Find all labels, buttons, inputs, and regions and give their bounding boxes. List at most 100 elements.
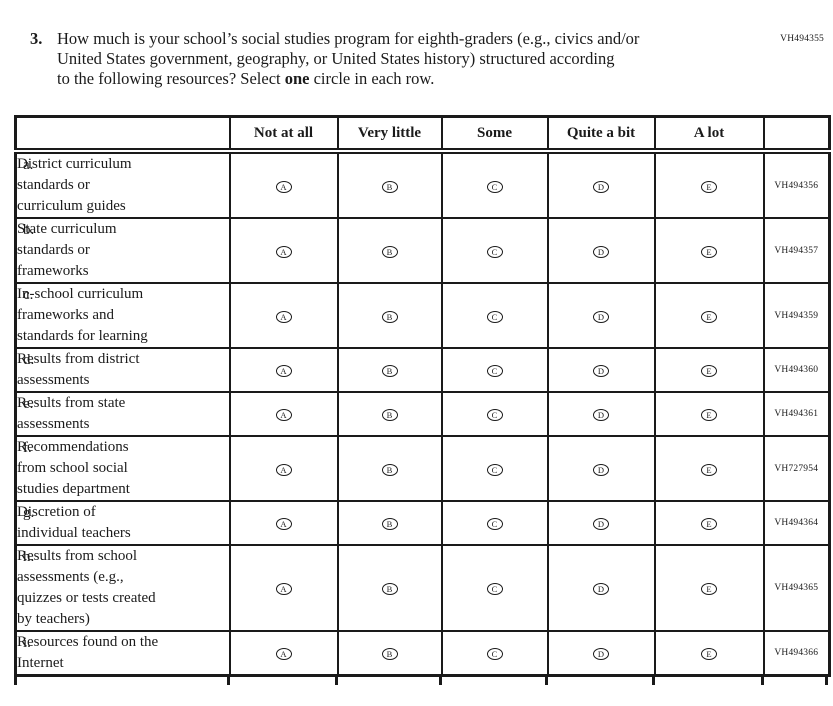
option-cell-4: D (546, 150, 656, 219)
option-cell-3: C (440, 391, 549, 437)
row-label-text: Results from school assessments (e.g., q… (17, 548, 156, 627)
form-code: VH494355 (780, 34, 824, 44)
option-circle-d[interactable]: D (593, 518, 609, 530)
table-row: c. In-school curriculum frameworks and s… (14, 282, 831, 349)
option-cell-2: B (336, 630, 443, 677)
option-circle-c[interactable]: C (486, 245, 503, 258)
option-circle-b[interactable]: B (381, 245, 398, 258)
table-bottom-stub (335, 677, 338, 685)
row-label: d. Results from district assessments (14, 347, 231, 393)
option-circle-b[interactable]: B (381, 648, 398, 660)
option-circle-e[interactable]: E (701, 245, 717, 258)
table-bottom-stub (545, 677, 548, 685)
corner-header-cell (14, 115, 231, 154)
option-cell-5: E (653, 630, 765, 677)
option-cell-3: C (440, 435, 549, 502)
option-circle-c[interactable]: C (486, 463, 503, 476)
table-bottom-stub (439, 677, 442, 685)
row-label: h. Results from school assessments (e.g.… (14, 544, 231, 632)
option-circle-c[interactable]: C (486, 409, 503, 421)
option-circle-a[interactable]: A (275, 365, 292, 377)
option-circle-a[interactable]: A (275, 583, 292, 595)
option-circle-d[interactable]: D (593, 409, 609, 421)
option-cell-1: A (228, 544, 339, 632)
table-bottom-stub (761, 677, 764, 685)
option-circle-b[interactable]: B (381, 518, 398, 530)
question-text-part2: circle in each row. (309, 69, 435, 88)
row-code: VH494364 (762, 500, 831, 546)
option-cell-2: B (336, 150, 443, 219)
option-circle-c[interactable]: C (486, 310, 503, 323)
option-circle-e[interactable]: E (701, 583, 717, 595)
option-cell-4: D (546, 391, 656, 437)
row-label-text: Recommendations from school social studi… (17, 439, 130, 497)
option-circle-d[interactable]: D (593, 648, 609, 660)
option-circle-a[interactable]: A (275, 180, 292, 193)
row-letter: b. (23, 222, 35, 238)
option-circle-d[interactable]: D (593, 583, 609, 595)
row-letter: g. (23, 505, 35, 521)
column-header-a-lot: A lot (653, 115, 765, 154)
option-cell-2: B (336, 500, 443, 546)
option-circle-e[interactable]: E (701, 463, 717, 476)
option-circle-c[interactable]: C (486, 365, 503, 377)
row-label: a. District curriculum standards or curr… (14, 150, 231, 219)
option-cell-3: C (440, 544, 549, 632)
option-circle-a[interactable]: A (275, 310, 292, 323)
option-circle-a[interactable]: A (275, 648, 292, 660)
option-circle-d[interactable]: D (593, 365, 609, 377)
option-circle-e[interactable]: E (701, 180, 717, 193)
option-circle-c[interactable]: C (486, 518, 503, 530)
option-circle-e[interactable]: E (701, 409, 717, 421)
option-circle-d[interactable]: D (593, 463, 609, 476)
row-label-text: Results from district assessments (17, 351, 140, 388)
option-cell-4: D (546, 544, 656, 632)
option-circle-e[interactable]: E (701, 518, 717, 530)
row-code: VH494356 (762, 150, 831, 219)
option-circle-b[interactable]: B (381, 409, 398, 421)
row-code: VH727954 (762, 435, 831, 502)
option-circle-a[interactable]: A (275, 518, 292, 530)
option-circle-d[interactable]: D (593, 245, 609, 258)
question-block: 3. How much is your school’s social stud… (30, 29, 810, 89)
row-label: b. State curriculum standards or framewo… (14, 217, 231, 284)
option-circle-c[interactable]: C (486, 583, 503, 595)
option-cell-4: D (546, 217, 656, 284)
option-circle-b[interactable]: B (381, 180, 398, 193)
option-circle-a[interactable]: A (275, 245, 292, 258)
option-circle-d[interactable]: D (593, 310, 609, 323)
row-letter: f. (23, 440, 32, 456)
option-cell-4: D (546, 347, 656, 393)
question-text-part1: How much is your school’s social studies… (57, 29, 640, 88)
option-cell-2: B (336, 347, 443, 393)
option-circle-e[interactable]: E (701, 310, 717, 323)
row-label-text: State curriculum standards or frameworks (17, 221, 117, 279)
option-cell-2: B (336, 217, 443, 284)
matrix-rows: a. District curriculum standards or curr… (14, 150, 831, 677)
option-circle-b[interactable]: B (381, 365, 398, 377)
table-row: d. Results from district assessments A B… (14, 347, 831, 393)
row-label: f. Recommendations from school social st… (14, 435, 231, 502)
row-letter: c. (23, 287, 34, 303)
option-circle-b[interactable]: B (381, 463, 398, 476)
option-cell-5: E (653, 500, 765, 546)
option-circle-d[interactable]: D (593, 180, 609, 193)
option-cell-1: A (228, 630, 339, 677)
row-label-text: District curriculum standards or curricu… (17, 156, 132, 214)
option-circle-b[interactable]: B (381, 310, 398, 323)
option-circle-c[interactable]: C (486, 648, 503, 660)
option-cell-2: B (336, 391, 443, 437)
row-label-text: Discretion of individual teachers (17, 504, 131, 541)
option-circle-e[interactable]: E (701, 648, 717, 660)
table-row: b. State curriculum standards or framewo… (14, 217, 831, 284)
option-circle-a[interactable]: A (275, 463, 292, 476)
option-circle-a[interactable]: A (275, 409, 292, 421)
option-circle-b[interactable]: B (381, 583, 398, 595)
option-cell-5: E (653, 217, 765, 284)
response-matrix: Not at all Very little Some Quite a bit … (14, 115, 831, 685)
option-circle-e[interactable]: E (701, 365, 717, 377)
row-label: e. Results from state assessments (14, 391, 231, 437)
option-circle-c[interactable]: C (486, 180, 503, 193)
table-row: i. Resources found on the Internet A B C… (14, 630, 831, 677)
option-cell-4: D (546, 630, 656, 677)
